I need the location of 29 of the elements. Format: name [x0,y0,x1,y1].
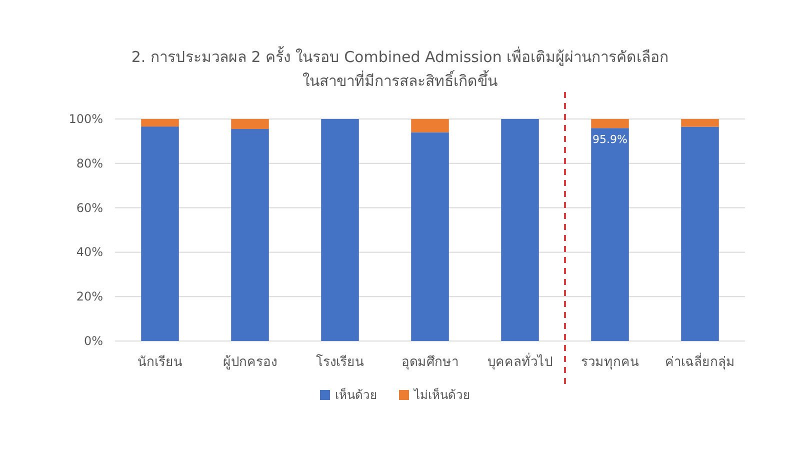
bar [681,119,719,127]
bar [231,128,269,341]
bar [411,119,449,132]
bar [231,119,269,129]
bar [681,126,719,341]
bar [591,119,629,128]
bar [411,132,449,341]
y-tick-label: 20% [76,290,103,304]
y-tick-label: 60% [76,200,103,215]
bar [321,119,359,341]
data-label: 95.9% [592,133,628,146]
x-tick-label: ค่าเฉลี่ยกลุ่ม [665,353,735,370]
x-tick-label: รวมทุกคน [581,355,639,370]
bar [501,119,539,341]
legend-label: เห็นด้วย [335,387,377,402]
chart-title: 2. การประมวลผล 2 ครั้ง ในรอบ Combined Admission เพื่อเติมผู้ผ่านการคัดเลือก ในสาขาที่มีการสละสิทธิ์เกิดขึ้น [131,46,669,90]
legend-label: ไม่เห็นด้วย [413,387,470,402]
bar [591,128,629,341]
y-tick-label: 80% [76,156,103,170]
y-tick-label: 100% [68,112,103,126]
bar [141,119,179,127]
bar [141,126,179,341]
x-tick-label: อุดมศึกษา [402,355,458,370]
x-tick-label: บุคคลทั่วไป [488,353,552,370]
x-tick-label: โรงเรียน [316,354,364,370]
y-tick-label: 40% [76,245,103,260]
x-tick-label: ผู้ปกครอง [223,355,277,370]
y-tick-label: 0% [84,334,103,348]
x-tick-label: นักเรียน [138,354,182,370]
